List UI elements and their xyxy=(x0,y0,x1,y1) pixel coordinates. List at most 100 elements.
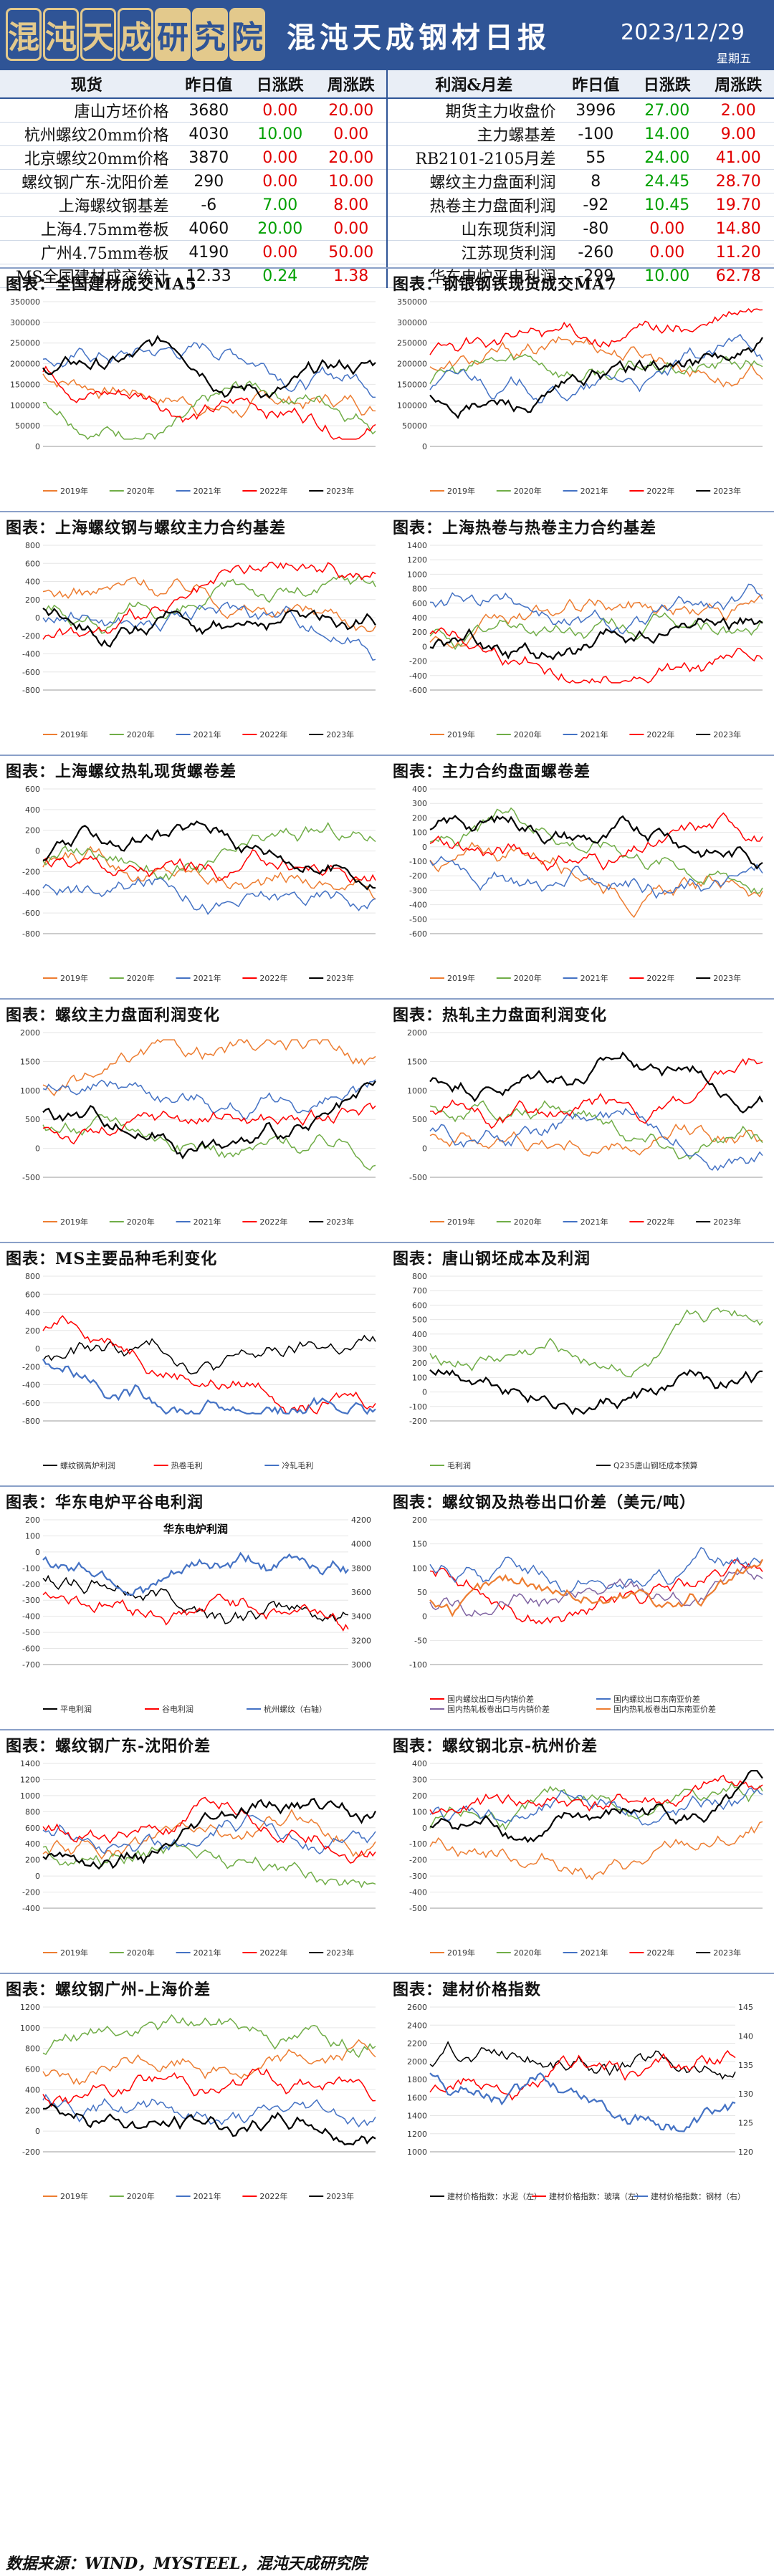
y-tick-label: 1000 xyxy=(407,570,427,579)
y-tick-label: 200 xyxy=(412,813,427,823)
y-tick-label: 0 xyxy=(35,1344,40,1354)
daily-change: 14.00 xyxy=(631,122,703,146)
table-header: 周涨跌 xyxy=(702,69,774,99)
y-tick-label: -400 xyxy=(22,1612,40,1622)
legend-label: 2023年 xyxy=(326,973,354,983)
y-tick-label: 1200 xyxy=(407,2130,427,2139)
series-line xyxy=(42,1102,376,1145)
legend-label: 2020年 xyxy=(127,729,155,739)
y-tick-label: 2000 xyxy=(20,1028,40,1038)
row-label: 热卷主力盘面利润 xyxy=(386,193,560,217)
logo-char: 院 xyxy=(229,8,265,61)
y2-tick-label: 3600 xyxy=(351,1588,371,1597)
legend-label: 2021年 xyxy=(194,2191,221,2201)
chart-box: 0 50000 100000 150000 200000 250000 300000 3500… xyxy=(390,295,771,509)
legend-label: 2022年 xyxy=(646,729,674,739)
series-line xyxy=(42,846,376,900)
legend-label: 2020年 xyxy=(514,973,542,983)
y-tick-label: 400 xyxy=(25,1308,40,1318)
series-line xyxy=(429,815,763,870)
chart-panel: 图表：上海热卷与热卷主力合约基差 -600 -400 -200 0 200 400 600 80… xyxy=(387,512,774,756)
legend-label: 2022年 xyxy=(259,2191,287,2201)
y-tick-label: 500 xyxy=(25,1115,40,1124)
y-tick-label: 300 xyxy=(412,799,427,808)
legend-label: 2020年 xyxy=(127,973,155,983)
y-tick-label: 350000 xyxy=(397,297,427,307)
logo-char: 天 xyxy=(80,8,116,61)
y2-tick-label: 125 xyxy=(738,2119,753,2128)
y-tick-label: 0 xyxy=(422,442,427,451)
legend-label: 2022年 xyxy=(646,1948,674,1958)
legend-label: 2022年 xyxy=(259,729,287,739)
series-line xyxy=(42,608,376,648)
y-tick-label: 800 xyxy=(412,585,427,594)
y-tick-label: 50000 xyxy=(402,421,427,431)
legend-label: 2019年 xyxy=(60,1948,88,1958)
y-tick-label: 300000 xyxy=(397,318,427,327)
chart-svg: 0 50000 100000 150000 200000 250000 300000 3500… xyxy=(397,297,763,496)
legend-label: 2020年 xyxy=(127,2191,155,2201)
legend-label: 2019年 xyxy=(447,486,475,496)
y-tick-label: 300 xyxy=(412,1344,427,1354)
y-tick-label: 600 xyxy=(412,599,427,608)
y-tick-label: 1500 xyxy=(20,1057,40,1066)
chart-svg: -800 -600 -400 -200 0 200 400 600 2019年 2020年 2021… xyxy=(22,785,376,983)
chart-box: -600 -500 -400 -300 -200 -100 0 100 200 300 400 201… xyxy=(390,782,771,997)
series-line xyxy=(42,1796,376,1864)
legend-label: 2021年 xyxy=(194,1217,221,1227)
prev-value: 3996 xyxy=(560,98,632,123)
weekly-change: 28.70 xyxy=(702,169,774,193)
y-tick-label: 200 xyxy=(25,1326,40,1336)
legend-label: 2023年 xyxy=(326,1217,354,1227)
y-tick-label: -600 xyxy=(22,668,40,677)
legend-label: 谷电利润 xyxy=(162,1704,194,1714)
weekly-change: 19.70 xyxy=(702,193,774,217)
y-tick-label: 800 xyxy=(412,1272,427,1281)
chart-box: -800 -600 -400 -200 0 200 400 600 800 螺纹钢高炉利润 热卷毛利… xyxy=(3,1269,384,1484)
table-header: 昨日值 xyxy=(560,69,632,99)
y-tick-label: -100 xyxy=(409,1839,427,1849)
y-tick-label: -800 xyxy=(22,1417,40,1426)
y-tick-label: -400 xyxy=(409,1888,427,1897)
legend-label: 2023年 xyxy=(713,1217,741,1227)
series-line xyxy=(42,601,376,661)
inner-chart-title: 华东电炉利润 xyxy=(163,1523,228,1536)
legend-label: 2022年 xyxy=(259,486,287,496)
y-tick-label: 1800 xyxy=(407,2075,427,2084)
y-tick-label: 0 xyxy=(422,1824,427,1833)
y-tick-label: 2200 xyxy=(407,2039,427,2049)
y-tick-label: 200 xyxy=(412,1359,427,1368)
chart-panel: 图表：建材价格指数 1000 1200 1400 1600 1800 2000 2200 240… xyxy=(387,1974,774,2218)
table-header-row: 现货 昨日值 日涨跌 周涨跌 利润&月差 昨日值 日涨跌 周涨跌 xyxy=(0,69,774,99)
chart-svg: 0 50000 100000 150000 200000 250000 300000 3500… xyxy=(10,297,376,496)
series-line xyxy=(429,841,763,919)
series-line xyxy=(429,336,763,388)
y-tick-label: 400 xyxy=(25,1839,40,1849)
legend-label: 2022年 xyxy=(646,973,674,983)
chart-svg: 1000 1200 1400 1600 1800 2000 2200 2400 2600 120 1… xyxy=(407,2003,753,2201)
y-tick-label: 50 xyxy=(417,1588,427,1597)
series-line xyxy=(43,2103,376,2146)
y-tick-label: 0 xyxy=(422,1388,427,1397)
table-row: 上海4.75mm卷板 4060 20.00 0.00 山东现货利润 -80 0.00 14.8… xyxy=(0,216,774,241)
series-line xyxy=(429,1770,763,1844)
series-line xyxy=(429,1566,763,1617)
legend-label: 2020年 xyxy=(127,1948,155,1958)
row-label: 上海螺纹钢基差 xyxy=(0,193,173,217)
series-line xyxy=(429,616,763,661)
y-tick-label: 2000 xyxy=(407,2057,427,2067)
chart-title: 图表：建材价格指数 xyxy=(393,1981,542,1999)
y-tick-label: -800 xyxy=(22,686,40,695)
chart-svg: -500 0 500 1000 1500 2000 2019年 2020年 2021年 2022年… xyxy=(20,1028,376,1227)
company-logo: 混 沌 天 成 研 究 院 xyxy=(6,6,265,63)
y-tick-label: 1000 xyxy=(407,1086,427,1096)
chart-box: -800 -600 -400 -200 0 200 400 600 800 2019年 2020年 2… xyxy=(3,538,384,753)
chart-box: 1000 1200 1400 1600 1800 2000 2200 2400 2600 120 1… xyxy=(390,2000,771,2215)
y-tick-label: -400 xyxy=(22,888,40,897)
prev-value: -80 xyxy=(560,216,632,241)
y2-tick-label: 3400 xyxy=(351,1612,371,1622)
y-tick-label: 350000 xyxy=(10,297,40,307)
table-row: 螺纹钢广东-沈阳价差 290 0.00 10.00 螺纹主力盘面利润 8 24.45 28.7… xyxy=(0,169,774,193)
chart-title: 图表：上海热卷与热卷主力合约基差 xyxy=(393,519,657,537)
prev-value: 55 xyxy=(560,145,632,170)
